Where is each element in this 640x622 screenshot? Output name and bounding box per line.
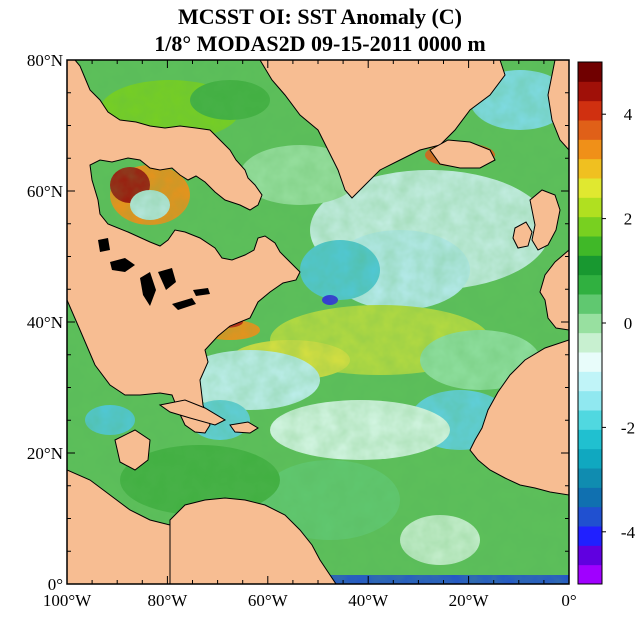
land-masses	[67, 60, 569, 584]
latitude-label: 80°N	[27, 51, 63, 70]
latitude-label: 40°N	[27, 313, 63, 332]
colorbar-swatch	[578, 294, 602, 314]
colorbar-swatch	[578, 352, 602, 372]
colorbar-swatch	[578, 371, 602, 392]
iceland	[429, 139, 496, 169]
central-america	[67, 469, 171, 584]
colorbar-swatch	[578, 274, 602, 295]
longitude-label: 100°W	[43, 591, 92, 610]
colorbar-swatch	[578, 62, 602, 82]
map-subtitle: 1/8° MODAS2D 09-15-2011 0000 m	[154, 31, 486, 56]
colorbar-swatch	[578, 390, 602, 411]
colorbar-swatch	[578, 448, 602, 469]
latitude-labels: 80°N 60°N 40°N 20°N 0°	[27, 51, 63, 594]
colorbar-label: 0	[624, 314, 633, 333]
colorbar-label: -2	[621, 418, 635, 437]
greenland	[259, 60, 506, 199]
colorbar-swatch	[578, 216, 602, 237]
colorbar-label: -4	[621, 523, 636, 542]
latitude-label: 20°N	[27, 444, 63, 463]
south-america	[169, 497, 337, 584]
colorbar-swatch	[578, 313, 602, 334]
longitude-label: 80°W	[147, 591, 188, 610]
map-title: MCSST OI: SST Anomaly (C)	[177, 4, 463, 29]
colorbar-swatch	[578, 197, 602, 218]
colorbar-swatch	[578, 236, 602, 256]
colorbar-swatch	[578, 506, 602, 527]
colorbar-swatch	[578, 429, 602, 450]
north-america	[67, 60, 301, 434]
colorbar-swatch	[578, 410, 602, 430]
latitude-label: 60°N	[27, 182, 63, 201]
hispaniola	[229, 421, 259, 434]
colorbar-label: 4	[624, 105, 633, 124]
colorbar-swatch	[578, 255, 602, 276]
europe	[539, 249, 569, 331]
longitude-label: 20°W	[449, 591, 490, 610]
yucatan	[114, 429, 151, 471]
colorbar-swatch	[578, 120, 602, 140]
longitude-labels: 100°W 80°W 60°W 40°W 20°W 0°	[43, 591, 577, 610]
colorbar-swatch	[578, 468, 602, 488]
longitude-label: 0°	[561, 591, 576, 610]
longitude-label: 60°W	[248, 591, 289, 610]
colorbar-swatch	[578, 564, 602, 585]
colorbar-swatch	[578, 487, 602, 508]
cuba	[158, 399, 227, 426]
colorbar-swatch	[578, 81, 602, 102]
colorbar-swatch	[578, 332, 602, 353]
colorbar	[577, 61, 603, 585]
colorbar-swatch	[578, 100, 602, 121]
colorbar-swatch	[578, 526, 602, 546]
scandinavia	[547, 60, 569, 151]
longitude-label: 40°W	[348, 591, 389, 610]
colorbar-swatch	[578, 178, 602, 198]
plot-area	[67, 60, 569, 584]
great-lakes	[98, 238, 210, 310]
africa	[469, 339, 569, 496]
latitude-label: 0°	[48, 575, 63, 594]
colorbar-swatch	[578, 139, 602, 160]
ireland	[512, 221, 533, 249]
colorbar-swatch	[578, 545, 602, 566]
colorbar-swatch	[578, 158, 602, 179]
british-isles	[529, 189, 561, 251]
colorbar-labels: 4 2 0 -2 -4	[602, 105, 636, 542]
border-ticks	[66, 59, 570, 585]
colorbar-label: 2	[624, 210, 633, 229]
